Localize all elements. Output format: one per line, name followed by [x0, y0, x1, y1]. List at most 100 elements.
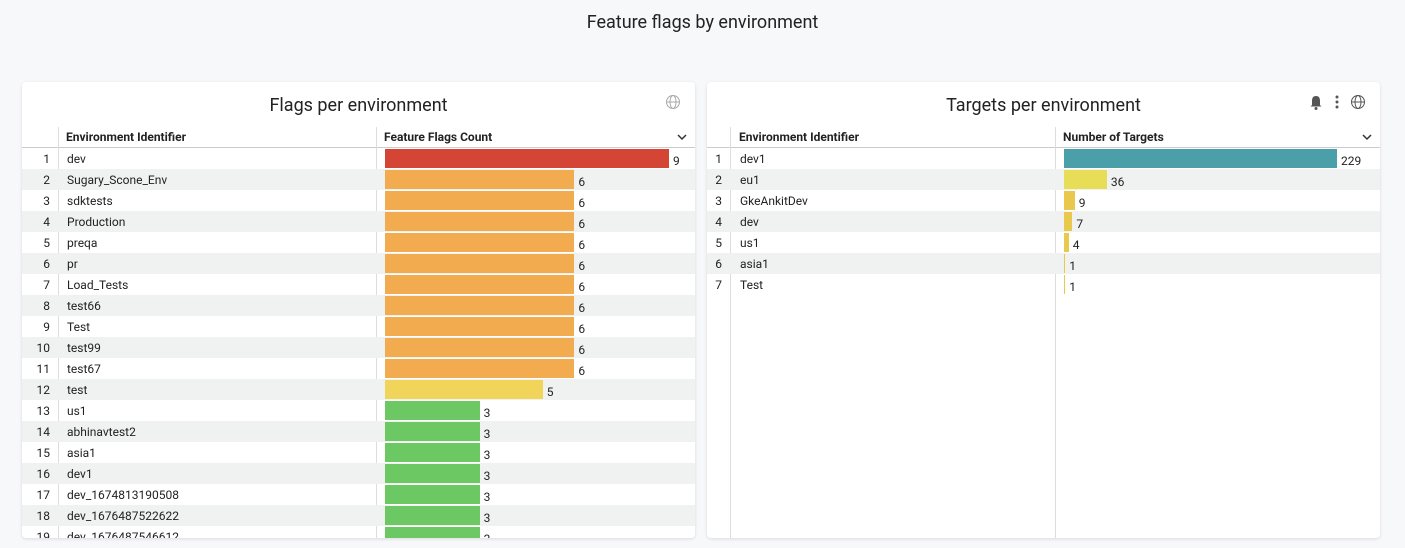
row-index: 1 — [715, 152, 722, 166]
table-body: 1 dev1 229 2 eu1 36 3 GkeAnkitDev 9 4 dev 7 5 us1 4 6 as… — [707, 148, 1380, 538]
row-index: 19 — [36, 530, 51, 538]
environment-name: dev — [67, 152, 86, 166]
table-row: 7 Test 1 — [707, 274, 1380, 295]
panel: Targets per environment Environment Ident… — [707, 82, 1380, 538]
bar — [385, 254, 575, 273]
sort-icon[interactable] — [677, 134, 687, 142]
value-label: 7 — [1076, 217, 1084, 231]
row-index: 9 — [43, 320, 50, 334]
environment-name: test67 — [67, 362, 101, 376]
value-label: 5 — [546, 385, 554, 399]
bar — [385, 317, 575, 336]
value-label: 6 — [578, 217, 586, 231]
value-label: 1 — [1069, 259, 1076, 273]
alert-icon[interactable] — [1308, 94, 1324, 110]
environment-name: abhinavtest2 — [67, 425, 136, 439]
environment-name: Test — [67, 320, 91, 334]
table-row: 9 Test 6 — [22, 316, 695, 337]
value-label: 36 — [1110, 175, 1125, 189]
table-row: 4 dev 7 — [707, 211, 1380, 232]
environment-name: preqa — [67, 236, 98, 250]
row-index: 18 — [36, 509, 51, 523]
bar — [385, 401, 480, 420]
table-row: 3 GkeAnkitDev 9 — [707, 190, 1380, 211]
table-header: Environment Identifier Feature Flags Coun… — [22, 127, 695, 148]
column-divider — [376, 127, 377, 538]
environment-name: dev1 — [67, 467, 93, 481]
environment-name: eu1 — [740, 173, 760, 187]
row-index: 15 — [36, 446, 51, 460]
table-row: 2 Sugary_Scone_Env 6 — [22, 169, 695, 190]
row-index: 1 — [43, 152, 50, 166]
row-index: 5 — [43, 236, 50, 250]
bar — [385, 464, 480, 483]
table-row: 16 dev1 3 — [22, 463, 695, 484]
table-row: 19 dev_1676487546612 3 — [22, 526, 695, 538]
table-row: 7 Load_Tests 6 — [22, 274, 695, 295]
row-index: 11 — [36, 362, 51, 376]
table-row: 13 us1 3 — [22, 400, 695, 421]
globe-icon[interactable] — [1350, 94, 1366, 110]
environment-name: dev1 — [740, 152, 766, 166]
bar — [1064, 254, 1066, 273]
row-index: 3 — [715, 194, 722, 208]
table-row: 12 test 5 — [22, 379, 695, 400]
bar — [1064, 149, 1337, 168]
table-row: 11 test67 6 — [22, 358, 695, 379]
value-label: 1 — [1069, 280, 1076, 294]
table-row: 14 abhinavtest2 3 — [22, 421, 695, 442]
panel-icons — [665, 94, 681, 110]
table-row: 1 dev 9 — [22, 148, 695, 169]
page-title: Feature flags by environment — [586, 12, 819, 33]
environment-name: dev_1674813190508 — [67, 488, 179, 502]
column-header: Environment Identifier — [66, 130, 186, 144]
bar — [385, 275, 575, 294]
row-index: 4 — [43, 215, 50, 229]
table-row: 8 test66 6 — [22, 295, 695, 316]
row-index: 10 — [36, 341, 51, 355]
panel: Flags per environment Environment Identif… — [22, 82, 695, 538]
environment-name: test99 — [67, 341, 101, 355]
row-index: 2 — [715, 173, 722, 187]
column-divider — [730, 127, 731, 538]
globe-icon[interactable] — [665, 94, 681, 110]
bar — [385, 485, 480, 504]
bar — [385, 359, 575, 378]
environment-name: Sugary_Scone_Env — [67, 173, 168, 187]
bar — [1064, 191, 1075, 210]
environment-name: dev — [740, 215, 759, 229]
value-label: 3 — [483, 406, 491, 420]
sort-icon[interactable] — [1362, 134, 1372, 142]
environment-name: pr — [67, 257, 78, 271]
bar — [1064, 212, 1073, 231]
table-header: Environment Identifier Number of Targets — [707, 127, 1380, 148]
bar — [385, 212, 575, 231]
value-label: 3 — [484, 532, 491, 538]
row-index: 4 — [715, 215, 722, 229]
row-index: 7 — [715, 278, 722, 292]
environment-name: asia1 — [67, 446, 96, 460]
row-index: 6 — [43, 257, 50, 271]
value-label: 6 — [578, 196, 586, 210]
table-row: 10 test99 6 — [22, 337, 695, 358]
table-row: 4 Production 6 — [22, 211, 695, 232]
table-row: 3 sdktests 6 — [22, 190, 695, 211]
table-body: 1 dev 9 2 Sugary_Scone_Env 6 3 sdktests 6 4 Produc… — [22, 148, 695, 538]
bar — [1064, 170, 1107, 189]
bar — [385, 422, 480, 441]
bar — [385, 149, 669, 168]
panel-title: Flags per environment — [269, 95, 448, 116]
column-header: Environment Identifier — [739, 130, 859, 144]
table-row: 1 dev1 229 — [707, 148, 1380, 169]
environment-name: test — [67, 383, 88, 397]
value-label: 3 — [483, 469, 491, 483]
column-header: Feature Flags Count — [384, 130, 493, 144]
value-label: 6 — [578, 301, 586, 315]
environment-name: us1 — [67, 404, 87, 418]
menu-icon[interactable] — [1332, 94, 1342, 110]
value-label: 9 — [673, 154, 680, 168]
row-index: 6 — [715, 257, 722, 271]
value-label: 229 — [1341, 154, 1362, 168]
bar — [385, 380, 543, 399]
bar — [385, 296, 575, 315]
